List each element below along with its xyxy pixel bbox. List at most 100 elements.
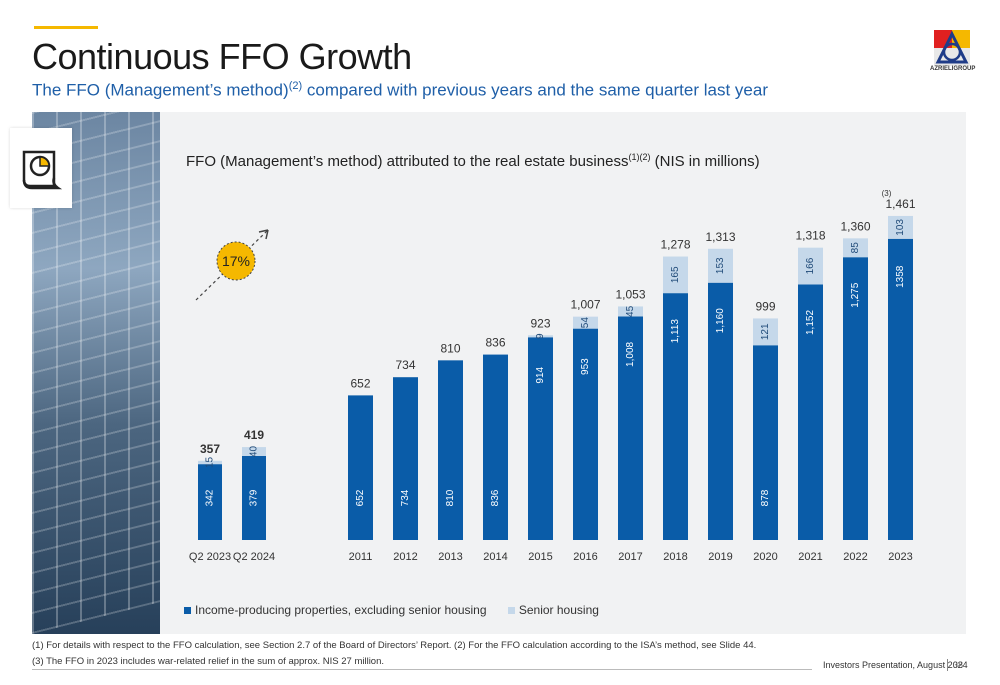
azrieli-logo-icon — [934, 30, 970, 66]
page-number-separator — [947, 659, 948, 671]
y-bar-senior-8 — [708, 248, 733, 283]
legend-swatch-income — [184, 607, 191, 615]
footnote-1: (1) For details with respect to the FFO … — [32, 640, 757, 651]
growth-badge-circle — [216, 241, 256, 281]
y-tick-0: 2011 — [349, 551, 373, 563]
page-subtitle: The FFO (Management’s method)(2) compare… — [32, 80, 768, 101]
chart-title-tail: (NIS in millions) — [650, 153, 760, 170]
y-label-income-3: 836 — [490, 489, 501, 506]
y-label-income-0: 652 — [355, 489, 366, 506]
footnote-2: (3) The FFO in 2023 includes war-related… — [32, 656, 385, 667]
q-label-senior-1: 40 — [249, 446, 260, 458]
q-bar-senior-1 — [242, 447, 266, 456]
footer-text: Investors Presentation, August 2024 — [823, 660, 968, 670]
y-bar-income-2 — [438, 360, 463, 540]
y-label-income-1: 734 — [400, 489, 411, 506]
y-tick-2: 2013 — [438, 551, 462, 563]
q-tick-0: Q2 2023 — [189, 551, 231, 563]
y-bar-income-3 — [483, 354, 508, 540]
y-bar-income-10 — [798, 284, 823, 540]
growth-badge-label: 17% — [222, 253, 250, 269]
y-total-9: 999 — [755, 299, 775, 313]
y-label-senior-10: 166 — [805, 257, 816, 274]
y-label-senior-7: 165 — [670, 266, 681, 283]
q-tick-1: Q2 2024 — [233, 551, 275, 563]
y-tick-3: 2014 — [483, 551, 507, 563]
legend-label-income: Income-producing properties, excluding s… — [195, 603, 487, 617]
chart-title: FFO (Management’s method) attributed to … — [186, 152, 760, 170]
y-bar-senior-5 — [573, 316, 598, 329]
q-total-1: 419 — [244, 428, 264, 442]
q-label-income-1: 379 — [249, 489, 260, 506]
y-label-senior-8: 153 — [715, 257, 726, 274]
y-label-income-5: 953 — [580, 358, 591, 375]
chart-panel — [160, 112, 966, 634]
y-tick-11: 2022 — [843, 551, 867, 563]
chart-title-text: FFO (Management’s method) attributed to … — [186, 153, 629, 170]
subtitle-text: The FFO (Management’s method) — [32, 80, 289, 100]
y-bar-senior-6 — [618, 306, 643, 317]
y-label-income-6: 1,008 — [625, 341, 636, 366]
title-accent-line — [34, 26, 98, 29]
y-total-2: 810 — [440, 341, 460, 355]
y-label-income-9: 878 — [760, 489, 771, 506]
y-bar-income-4 — [528, 337, 553, 540]
y-label-income-10: 1,152 — [805, 310, 816, 335]
q-bar-senior-0 — [198, 460, 222, 465]
y-label-senior-9: 121 — [760, 323, 771, 340]
q-bar-income-0 — [198, 464, 222, 540]
y-total-11: 1,360 — [840, 219, 870, 233]
y-label-income-4: 914 — [535, 366, 546, 383]
y-label-income-11: 1,275 — [850, 282, 861, 307]
y-bar-income-1 — [393, 377, 418, 540]
y-bar-income-12 — [888, 238, 913, 540]
y-bar-income-0 — [348, 395, 373, 540]
subtitle-footnote-ref: (2) — [288, 80, 303, 92]
y-total-5: 1,007 — [570, 298, 600, 312]
y-total-7: 1,278 — [660, 238, 690, 252]
y-label-income-8: 1,160 — [715, 308, 726, 333]
chart-legend: Income-producing properties, excluding s… — [184, 603, 599, 617]
y-total-8: 1,313 — [705, 230, 735, 244]
q-total-0: 357 — [200, 442, 220, 456]
footnote-marker-2023: (3) — [882, 190, 892, 198]
y-label-income-12: 1358 — [895, 265, 906, 288]
growth-arrow-icon — [258, 229, 269, 240]
page-number: 38 — [953, 660, 964, 670]
y-tick-1: 2012 — [393, 551, 417, 563]
y-bar-senior-4 — [528, 335, 553, 338]
report-icon-box — [10, 128, 72, 208]
y-total-6: 1,053 — [615, 287, 645, 301]
y-total-3: 836 — [485, 336, 505, 350]
y-bar-income-7 — [663, 293, 688, 540]
footer-divider — [32, 669, 812, 670]
y-tick-9: 2020 — [753, 551, 777, 563]
legend-item-income: Income-producing properties, excluding s… — [184, 603, 487, 617]
y-total-1: 734 — [395, 358, 415, 372]
y-tick-8: 2019 — [708, 551, 732, 563]
subtitle-tail: compared with previous years and the sam… — [302, 80, 768, 100]
y-bar-senior-10 — [798, 247, 823, 285]
logo-text: AZRIELIGROUP — [930, 66, 976, 72]
q-bar-income-1 — [242, 455, 266, 540]
y-bar-income-11 — [843, 257, 868, 540]
y-label-senior-6: 45 — [625, 305, 636, 317]
y-bar-income-5 — [573, 328, 598, 540]
y-tick-10: 2021 — [798, 551, 822, 563]
y-tick-5: 2016 — [573, 551, 597, 563]
q-label-income-0: 342 — [205, 489, 216, 506]
legend-label-senior: Senior housing — [518, 603, 599, 617]
y-tick-6: 2017 — [618, 551, 642, 563]
y-bar-income-8 — [708, 282, 733, 540]
report-chart-icon — [22, 150, 63, 190]
chart-title-footnote-ref: (1)(2) — [628, 152, 651, 162]
y-label-senior-4: 9 — [535, 333, 546, 339]
y-total-10: 1,318 — [795, 229, 825, 243]
y-bar-income-9 — [753, 345, 778, 540]
y-tick-7: 2018 — [663, 551, 687, 563]
y-total-12: 1,461 — [885, 197, 915, 211]
y-bar-senior-7 — [663, 256, 688, 294]
y-total-4: 923 — [530, 316, 550, 330]
y-bar-income-6 — [618, 316, 643, 540]
